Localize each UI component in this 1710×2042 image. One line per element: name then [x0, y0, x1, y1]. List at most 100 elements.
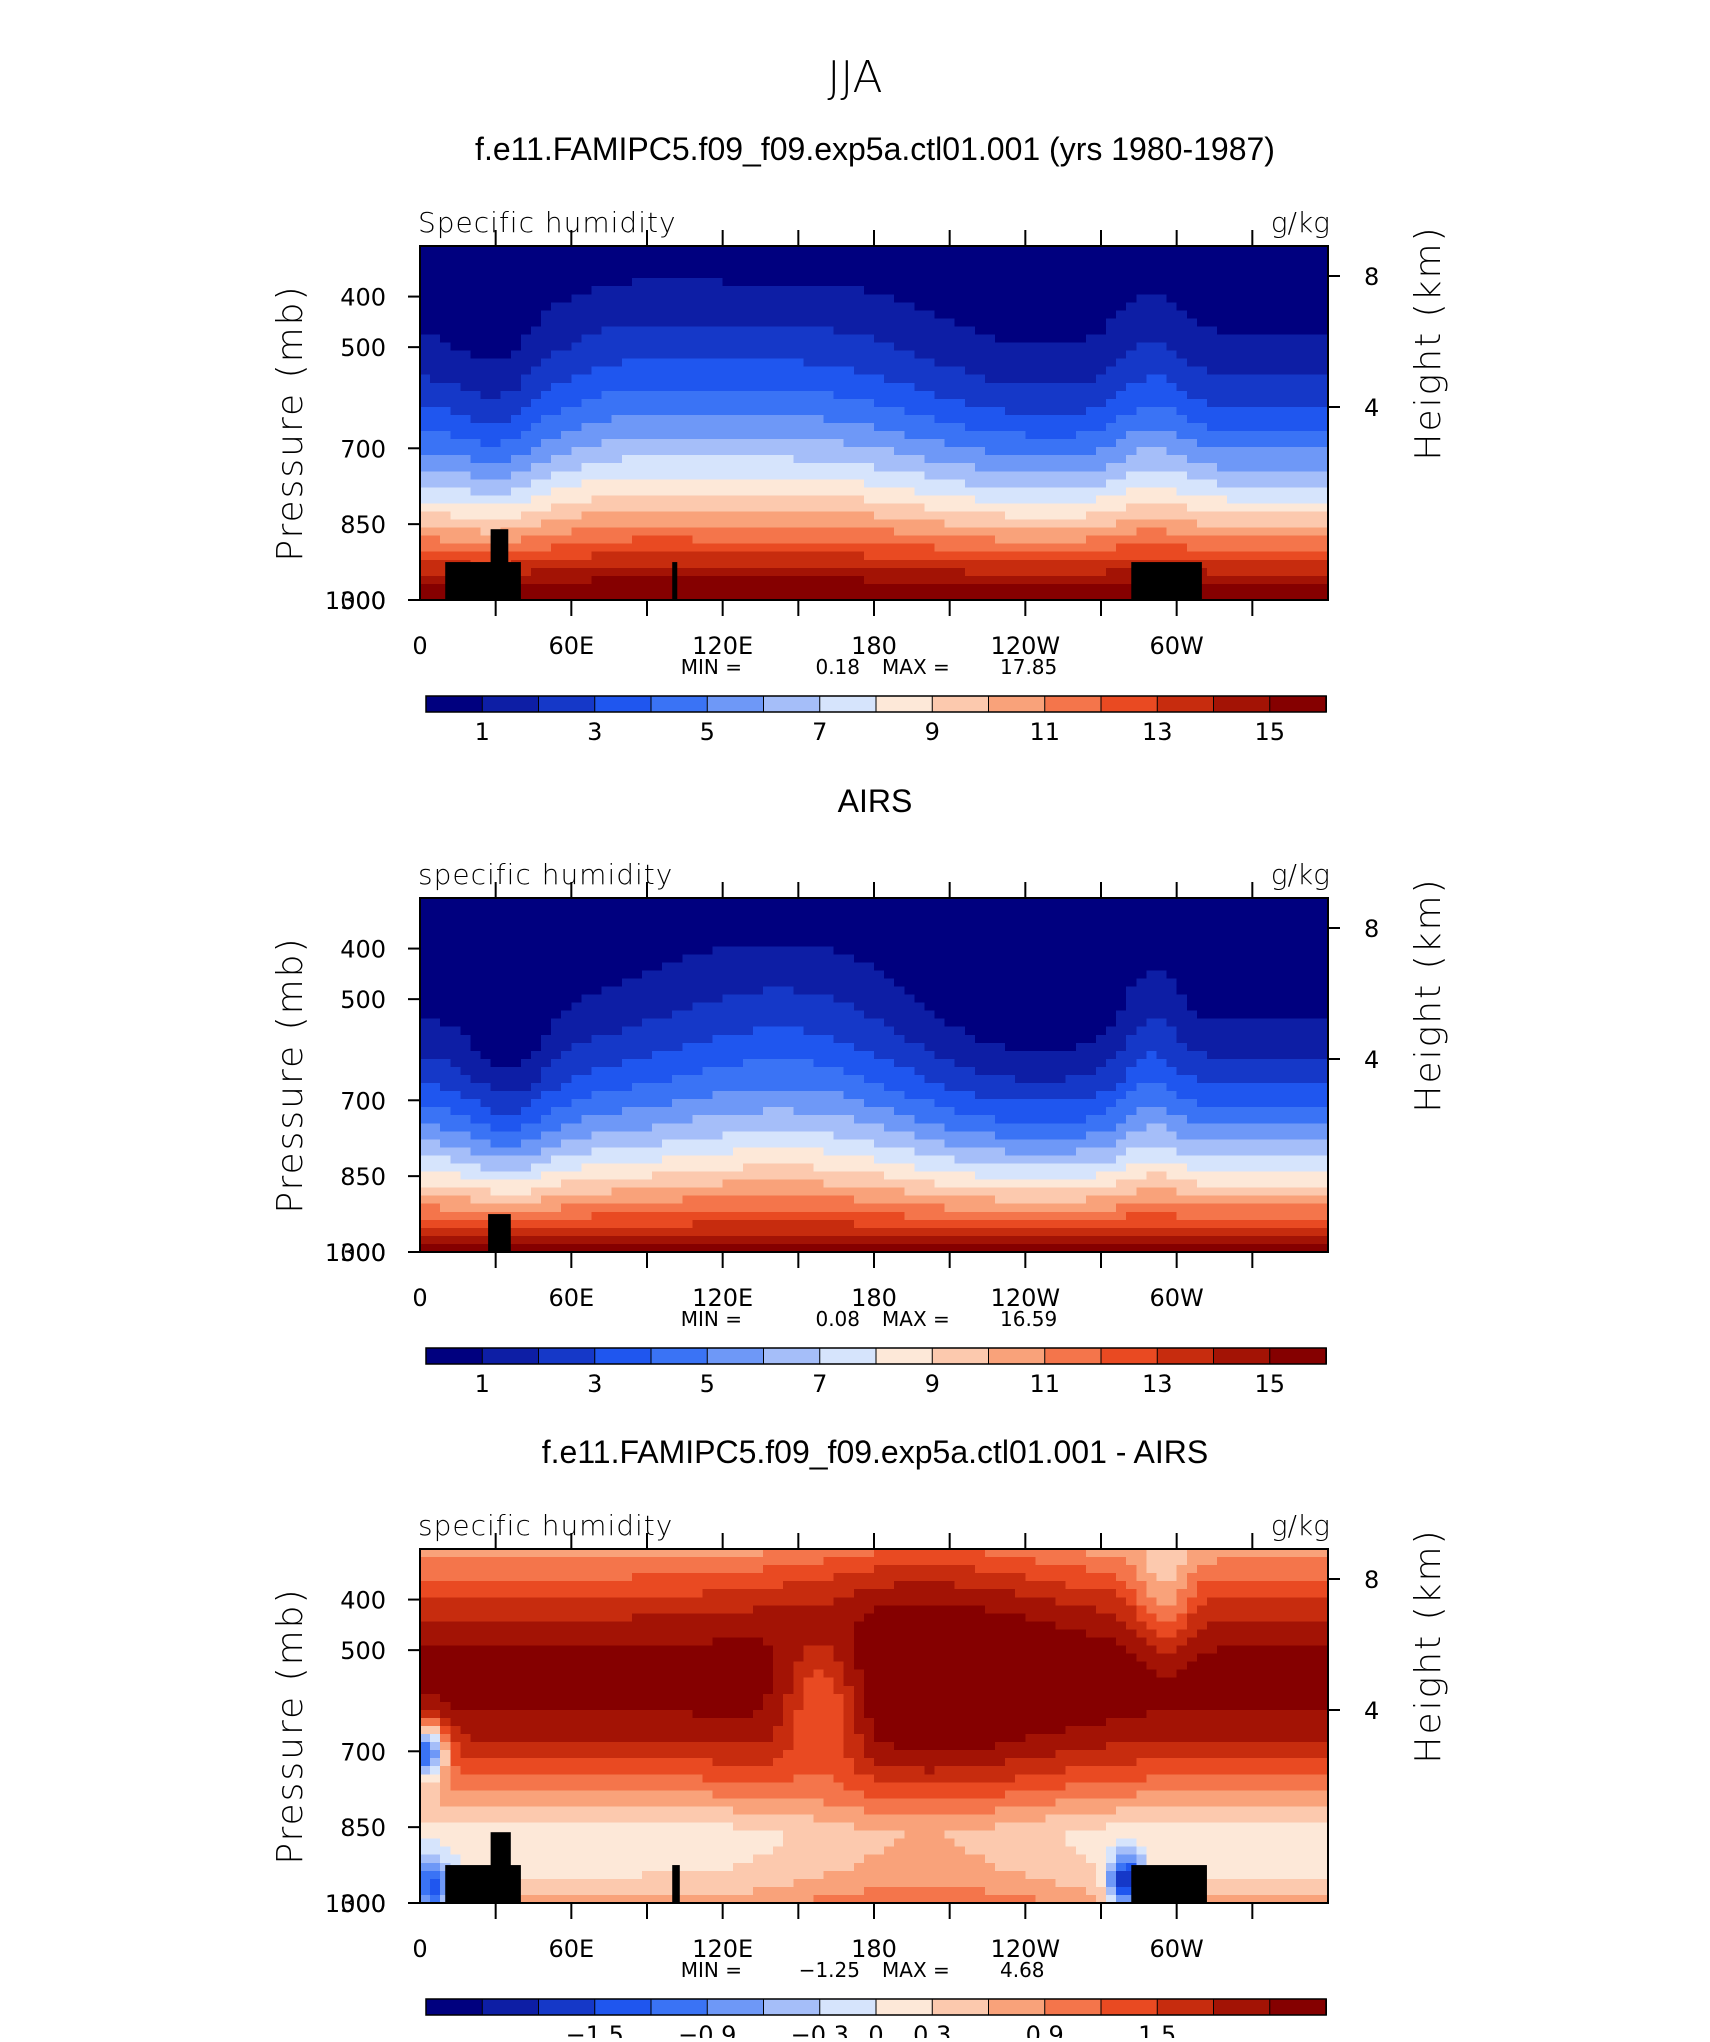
field-cell [1227, 335, 1238, 344]
field-cell [1298, 375, 1309, 384]
field-cell [541, 946, 552, 955]
field-cell [1086, 375, 1097, 384]
field-cell [581, 512, 592, 521]
field-cell [1015, 359, 1026, 368]
field-cell [945, 463, 956, 472]
field-cell [481, 318, 492, 327]
field-cell [672, 335, 683, 344]
field-cell [1116, 335, 1127, 344]
field-cell [1267, 431, 1278, 440]
field-cell [753, 343, 764, 352]
field-cell [420, 487, 431, 496]
field-cell [884, 471, 895, 480]
field-cell [793, 407, 804, 416]
field-cell [561, 375, 572, 384]
field-cell [753, 391, 764, 400]
field-cell [884, 359, 895, 368]
field-cell [753, 930, 764, 939]
field-cell [592, 302, 603, 311]
field-cell [753, 246, 764, 255]
field-cell [1116, 399, 1127, 408]
field-cell [965, 552, 976, 561]
field-cell [450, 391, 461, 400]
field-cell [1156, 479, 1167, 488]
field-cell [813, 367, 824, 376]
field-cell [1015, 262, 1026, 271]
field-cell [1025, 326, 1036, 335]
field-cell [662, 270, 673, 279]
field-cell [1035, 930, 1046, 939]
field-cell [975, 528, 986, 537]
field-cell [844, 528, 855, 537]
field-cell [1288, 560, 1299, 569]
field-cell [1056, 495, 1067, 504]
field-cell [521, 294, 532, 303]
field-cell [632, 978, 643, 987]
field-cell [1278, 294, 1289, 303]
field-cell [1177, 383, 1188, 392]
field-cell [733, 906, 744, 915]
field-cell [1025, 568, 1036, 577]
field-cell [581, 528, 592, 537]
field-cell [1187, 415, 1198, 424]
field-cell [652, 520, 663, 529]
field-cell [662, 463, 673, 472]
field-cell [521, 938, 532, 947]
field-cell [531, 978, 542, 987]
field-cell [612, 270, 623, 279]
field-cell [672, 447, 683, 456]
field-cell [1237, 584, 1248, 593]
field-cell [420, 906, 431, 915]
field-cell [652, 536, 663, 545]
field-cell [935, 954, 946, 963]
field-cell [1156, 286, 1167, 295]
field-cell [1187, 487, 1198, 496]
field-cell [1278, 962, 1289, 971]
field-cell [965, 970, 976, 979]
field-cell [753, 262, 764, 271]
field-cell [702, 487, 713, 496]
field-cell [884, 270, 895, 279]
field-cell [541, 544, 552, 553]
field-cell [551, 375, 562, 384]
field-cell [581, 367, 592, 376]
field-cell [854, 463, 865, 472]
field-cell [803, 576, 814, 585]
field-cell [1015, 938, 1026, 947]
field-cell [1046, 407, 1057, 416]
field-cell [682, 946, 693, 955]
field-cell [1308, 254, 1319, 263]
field-cell [1247, 262, 1258, 271]
field-cell [592, 536, 603, 545]
field-cell [1267, 970, 1278, 979]
field-cell [652, 970, 663, 979]
field-cell [642, 326, 653, 335]
field-cell [1197, 906, 1208, 915]
field-cell [1005, 487, 1016, 496]
field-cell [460, 898, 471, 907]
field-cell [1076, 568, 1087, 577]
field-cell [813, 978, 824, 987]
field-cell [551, 391, 562, 400]
field-cell [1146, 302, 1157, 311]
field-cell [1086, 310, 1097, 319]
field-cell [1278, 359, 1289, 368]
field-cell [1116, 367, 1127, 376]
field-cell [1217, 914, 1228, 923]
field-cell [592, 359, 603, 368]
field-cell [834, 930, 845, 939]
field-cell [1267, 294, 1278, 303]
field-cell [1086, 930, 1097, 939]
field-cell [551, 479, 562, 488]
field-cell [1066, 898, 1077, 907]
field-cell [1076, 954, 1087, 963]
field-cell [1116, 568, 1127, 577]
field-cell [1015, 310, 1026, 319]
field-cell [481, 898, 492, 907]
field-cell [1217, 262, 1228, 271]
field-cell [672, 946, 683, 955]
field-cell [541, 455, 552, 464]
field-cell [713, 495, 724, 504]
field-cell [995, 503, 1006, 512]
field-cell [1197, 495, 1208, 504]
